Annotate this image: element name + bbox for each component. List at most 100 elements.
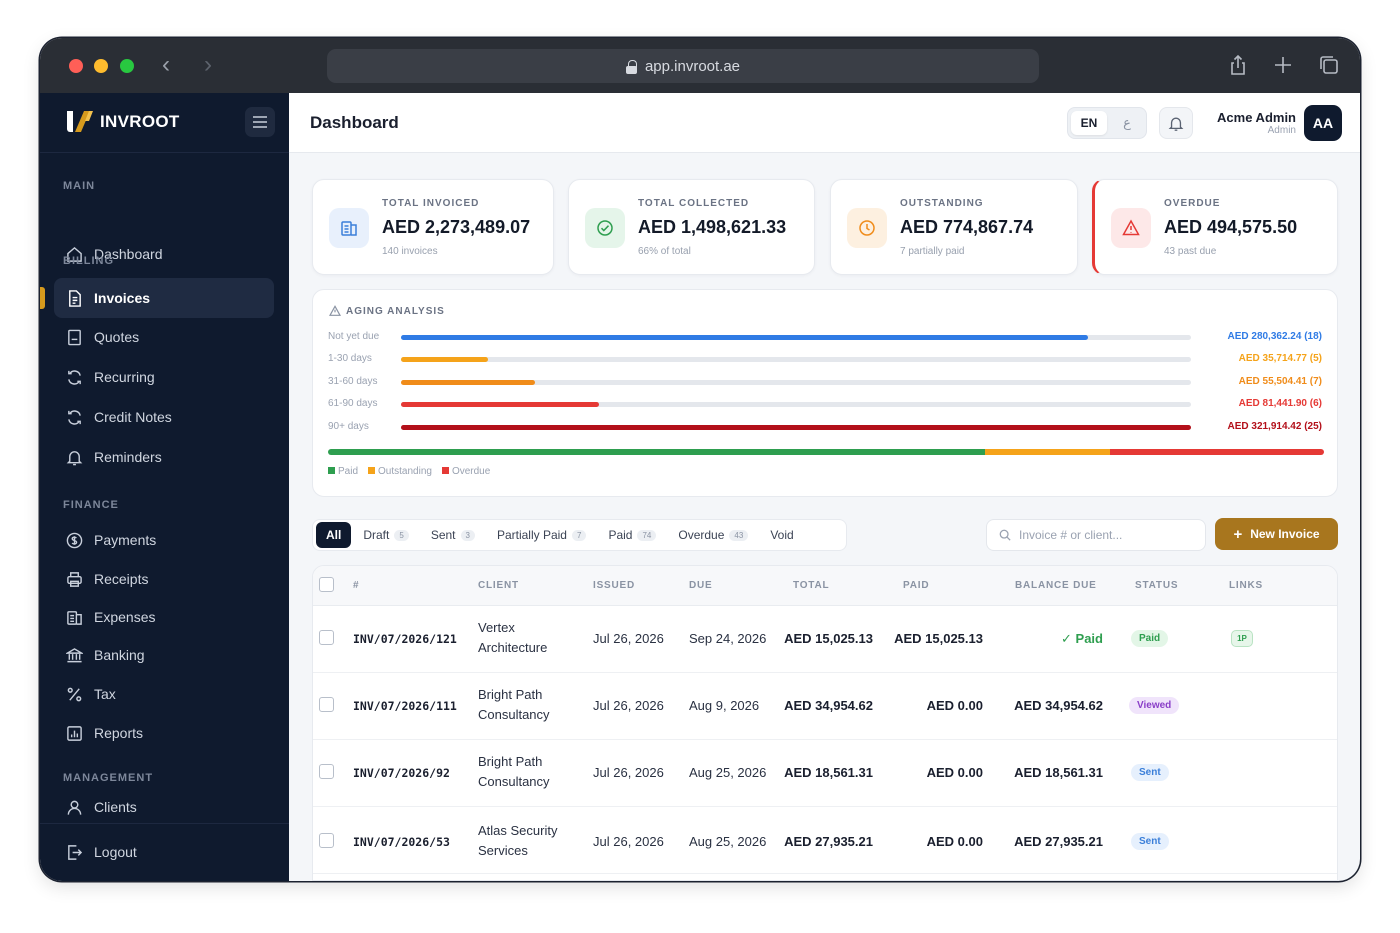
lang-en-button[interactable]: EN — [1071, 111, 1107, 135]
bucket-track — [401, 357, 1191, 362]
link-badge[interactable]: 1P — [1231, 630, 1253, 647]
tab-sent[interactable]: Sent 3 — [421, 522, 485, 548]
stat-card-overdue: OVERDUE AED 494,575.50 43 past due — [1092, 179, 1338, 275]
table-row[interactable]: INV/07/2026/121 Vertex Architecture Jul 2… — [313, 606, 1337, 673]
col-issued[interactable]: ISSUED — [593, 580, 636, 591]
sidebar-item-expenses[interactable]: Expenses — [54, 597, 274, 637]
client-name[interactable]: Atlas Security Services — [478, 821, 588, 861]
sidebar-item-credit-notes[interactable]: Credit Notes — [54, 397, 274, 437]
invoice-number[interactable]: INV/07/2026/111 — [353, 699, 457, 713]
forward-arrow-icon[interactable]: › — [204, 51, 212, 78]
sidebar-item-reminders[interactable]: Reminders — [54, 437, 274, 477]
legend-label: Paid — [338, 466, 359, 477]
sidebar-item-tax[interactable]: Tax — [54, 674, 274, 714]
bucket-bar — [401, 402, 599, 407]
new-tab-icon[interactable] — [1272, 54, 1294, 76]
legend-swatch — [368, 467, 376, 474]
tab-label: Draft — [363, 528, 390, 542]
lang-arabic-button[interactable]: ع — [1123, 115, 1131, 130]
active-indicator — [40, 287, 45, 309]
percent-icon — [67, 687, 82, 701]
page-title: Dashboard — [310, 113, 399, 132]
sidebar-item-banking[interactable]: Banking — [54, 635, 274, 675]
tab-overdue[interactable]: Overdue 43 — [668, 522, 758, 548]
url-text: app.invroot.ae — [644, 57, 741, 75]
tab-all[interactable]: All — [316, 522, 352, 548]
sidebar-item-quotes[interactable]: Quotes — [54, 317, 274, 357]
composition-segment-paid — [328, 449, 986, 455]
row-checkbox[interactable] — [319, 630, 334, 645]
invoice-number[interactable]: INV/07/2026/121 — [353, 632, 457, 646]
col-paid[interactable]: PAID — [903, 580, 930, 591]
legend-item: Outstanding — [368, 466, 432, 477]
select-all-checkbox[interactable] — [319, 577, 334, 592]
total-amount: AED 27,935.21 — [784, 834, 873, 849]
sidebar-item-invoices[interactable]: Invoices — [54, 278, 274, 318]
bucket-bar — [401, 380, 536, 385]
tab-label: Paid — [608, 528, 633, 542]
stat-subtext: 66% of total — [638, 246, 691, 257]
share-icon[interactable] — [1227, 54, 1249, 76]
invoice-search[interactable] — [986, 519, 1206, 551]
maximize-window-button[interactable] — [120, 59, 134, 73]
sidebar: INVROOT MAIN Dashboard BILLING Invoices … — [40, 93, 289, 881]
quote-doc-icon — [68, 329, 81, 345]
issued-date: Jul 26, 2026 — [593, 834, 664, 849]
avatar[interactable]: AA — [1304, 105, 1342, 141]
sidebar-item-dashboard[interactable]: Dashboard — [54, 234, 274, 274]
client-name[interactable]: Bright Path Consultancy — [478, 685, 588, 725]
sidebar-item-reports[interactable]: Reports — [54, 713, 274, 753]
new-invoice-button[interactable]: + New Invoice — [1215, 518, 1338, 550]
tabs-overview-icon[interactable] — [1318, 54, 1340, 76]
minimize-window-button[interactable] — [94, 59, 108, 73]
sidebar-item-recurring[interactable]: Recurring — [54, 357, 274, 397]
notifications-button[interactable] — [1159, 107, 1193, 139]
table-row[interactable]: INV/07/2026/53 Atlas Security Services Ju… — [313, 807, 1337, 874]
search-input[interactable] — [1019, 528, 1189, 542]
tab-count: 5 — [394, 529, 409, 541]
brand-logo[interactable]: INVROOT — [66, 107, 180, 137]
issued-date: Jul 26, 2026 — [593, 631, 664, 646]
main-content: Dashboard EN ع Acme Admin Admin AA TOTAL… — [289, 93, 1360, 881]
sidebar-item-clients[interactable]: Clients — [54, 787, 274, 827]
close-window-button[interactable] — [69, 59, 83, 73]
table-row[interactable]: INV/07/2026/111 Bright Path Consultancy J… — [313, 673, 1337, 740]
tab-paid[interactable]: Paid 74 — [598, 522, 666, 548]
menu-toggle-button[interactable] — [245, 107, 275, 137]
row-checkbox[interactable] — [319, 833, 334, 848]
tab-void[interactable]: Void — [760, 522, 803, 548]
col-client[interactable]: CLIENT — [478, 580, 519, 591]
col-due[interactable]: DUE — [689, 580, 713, 591]
issued-date: Jul 26, 2026 — [593, 765, 664, 780]
tab-count: 43 — [729, 529, 749, 541]
home-icon — [67, 246, 82, 262]
col-balance-due[interactable]: BALANCE DUE — [1015, 580, 1097, 591]
stat-label: TOTAL COLLECTED — [638, 198, 750, 209]
tab-draft[interactable]: Draft 5 — [353, 522, 418, 548]
client-name[interactable]: Bright Path Consultancy — [478, 752, 588, 792]
sidebar-item-payments[interactable]: Payments — [54, 520, 274, 560]
sidebar-item-receipts[interactable]: Receipts — [54, 559, 274, 599]
bank-icon — [66, 647, 83, 662]
invoice-number[interactable]: INV/07/2026/53 — [353, 835, 450, 849]
sidebar-divider — [40, 823, 289, 824]
tab-count: 7 — [571, 529, 587, 541]
lock-icon — [625, 59, 637, 74]
legend-label: Outstanding — [378, 466, 432, 477]
due-date: Sep 24, 2026 — [689, 631, 767, 646]
row-checkbox[interactable] — [319, 697, 334, 712]
bucket-bar — [401, 425, 1191, 430]
invoice-number[interactable]: INV/07/2026/92 — [353, 766, 450, 780]
sidebar-item-logout[interactable]: Logout — [54, 832, 274, 872]
logout-icon — [68, 844, 83, 860]
back-arrow-icon[interactable]: ‹ — [162, 51, 170, 78]
composition-segment-outstanding — [985, 449, 1110, 455]
col-status[interactable]: STATUS — [1135, 580, 1179, 591]
address-bar[interactable]: app.invroot.ae — [327, 49, 1039, 83]
client-name[interactable]: Vertex Architecture — [478, 618, 588, 658]
legend-item: Paid — [328, 466, 358, 477]
col-total[interactable]: TOTAL — [793, 580, 830, 591]
table-row[interactable]: INV/07/2026/92 Bright Path Consultancy Ju… — [313, 740, 1337, 807]
row-checkbox[interactable] — [319, 764, 334, 779]
tab-partially-paid[interactable]: Partially Paid 7 — [487, 522, 596, 548]
